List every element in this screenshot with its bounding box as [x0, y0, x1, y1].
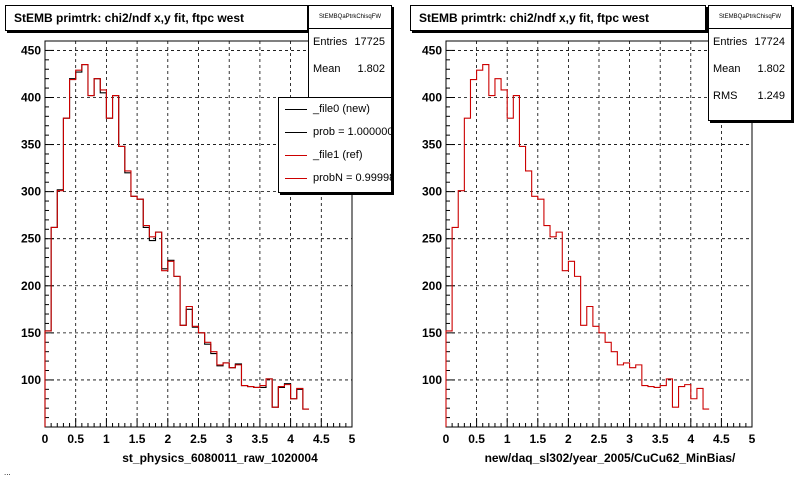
histogram-series-1 [44, 63, 310, 427]
stats-rms-label: RMS [713, 90, 738, 102]
x-tick-label: 0 [42, 432, 49, 446]
histogram-right-plot: 0 0.5 1 1.5 2 2.5 3 3.5 4 4.5 5 100 150 200 250 300 350 4… [422, 40, 756, 446]
x-tick-label: 3 [626, 432, 633, 446]
stats-mean-value: 1.802 [757, 63, 785, 75]
stats-mean-label: Mean [713, 63, 741, 75]
stats-rms-value: 1.249 [757, 90, 785, 102]
x-tick-label: 1.5 [529, 432, 546, 446]
x-tick-label: 4.5 [313, 432, 330, 446]
x-axis-title: st_physics_6080011_raw_1020004 [122, 451, 318, 465]
y-tick-label: 250 [422, 232, 442, 246]
stats-mean-row: Mean 1.802 [309, 56, 391, 83]
histogram-series-0 [445, 63, 710, 427]
y-tick-label: 400 [422, 90, 442, 104]
legend-swatch-probn [285, 178, 307, 179]
stats-mean-label: Mean [313, 63, 341, 75]
y-tick-label: 150 [422, 326, 442, 340]
histogram-pad-left: 0 0.5 1 1.5 2 2.5 3 3.5 4 4.5 5 100 150 200 250 300 350 4… [5, 5, 392, 465]
x-tick-label: 5 [349, 432, 356, 446]
x-tick-label: 2 [565, 432, 572, 446]
stats-entries-label: Entries [713, 36, 748, 48]
x-tick-label: 4 [287, 432, 294, 446]
y-tick-label: 250 [21, 232, 41, 246]
y-tick-label: 450 [21, 43, 41, 57]
stats-entries-value: 17725 [354, 36, 385, 48]
y-tick-label: 200 [21, 279, 41, 293]
legend-label: _file1 (ref) [313, 149, 363, 161]
stats-histogram-name: StEMBQaPtrkChisqFW [309, 6, 391, 29]
stats-entries-row: Entries 17724 [709, 29, 791, 56]
x-tick-label: 0.5 [468, 432, 485, 446]
stats-entries-row: Entries 17725 [309, 29, 391, 56]
x-tick-label: 3.5 [652, 432, 669, 446]
legend-entry: _file0 (new) [279, 98, 391, 121]
histogram-pad-right: 0 0.5 1 1.5 2 2.5 3 3.5 4 4.5 5 100 150 200 250 300 350 4… [400, 0, 800, 480]
y-tick-label: 450 [422, 43, 442, 57]
stats-box: StEMBQaPtrkChisqFW Entries 17724 Mean 1.… [708, 5, 792, 121]
x-tick-label: 4 [687, 432, 694, 446]
legend-swatch-new [285, 109, 307, 110]
x-axis-title: new/daq_sl302/year_2005/CuCu62_MinBias/ [484, 451, 736, 465]
x-tick-label: 4.5 [713, 432, 730, 446]
x-tick-label: 3 [226, 432, 233, 446]
y-tick-label: 350 [422, 138, 442, 152]
x-tick-label: 3.5 [252, 432, 269, 446]
chart-title: StEMB primtrk: chi2/ndf x,y fit, ftpc we… [410, 5, 706, 31]
stats-rms-row: RMS 1.249 [709, 83, 791, 110]
footer-text: ... [4, 468, 11, 477]
stats-entries-label: Entries [313, 36, 348, 48]
legend-label: probN = 0.999985 [313, 172, 391, 184]
x-tick-label: 0 [443, 432, 450, 446]
chart-title: StEMB primtrk: chi2/ndf x,y fit, ftpc we… [5, 5, 308, 31]
legend-label: prob = 1.000000 [313, 126, 392, 138]
stats-box: StEMBQaPtrkChisqFW Entries 17725 Mean 1.… [308, 5, 392, 112]
stats-histogram-name: StEMBQaPtrkChisqFW [709, 6, 791, 29]
stats-entries-value: 17724 [754, 36, 785, 48]
y-tick-label: 300 [422, 185, 442, 199]
legend-swatch-prob [285, 132, 307, 133]
legend-label: _file0 (new) [313, 103, 370, 115]
legend: _file0 (new) prob = 1.000000 _file1 (ref… [278, 97, 392, 193]
legend-entry: prob = 1.000000 [279, 121, 391, 144]
y-tick-label: 100 [21, 373, 41, 387]
legend-entry: _file1 (ref) [279, 144, 391, 167]
x-tick-label: 2 [164, 432, 171, 446]
y-tick-label: 300 [21, 185, 41, 199]
y-tick-label: 350 [21, 138, 41, 152]
x-tick-label: 2.5 [190, 432, 207, 446]
stats-mean-value: 1.802 [357, 63, 385, 75]
legend-swatch-ref [285, 155, 307, 156]
x-tick-label: 1 [504, 432, 511, 446]
x-tick-label: 0.5 [67, 432, 84, 446]
x-tick-label: 1 [103, 432, 110, 446]
x-tick-label: 1.5 [129, 432, 146, 446]
x-tick-label: 2.5 [591, 432, 608, 446]
y-tick-label: 200 [422, 279, 442, 293]
y-tick-label: 100 [422, 373, 442, 387]
x-tick-label: 5 [749, 432, 756, 446]
legend-entry: probN = 0.999985 [279, 167, 391, 190]
y-tick-label: 400 [21, 90, 41, 104]
stats-mean-row: Mean 1.802 [709, 56, 791, 83]
y-tick-label: 150 [21, 326, 41, 340]
